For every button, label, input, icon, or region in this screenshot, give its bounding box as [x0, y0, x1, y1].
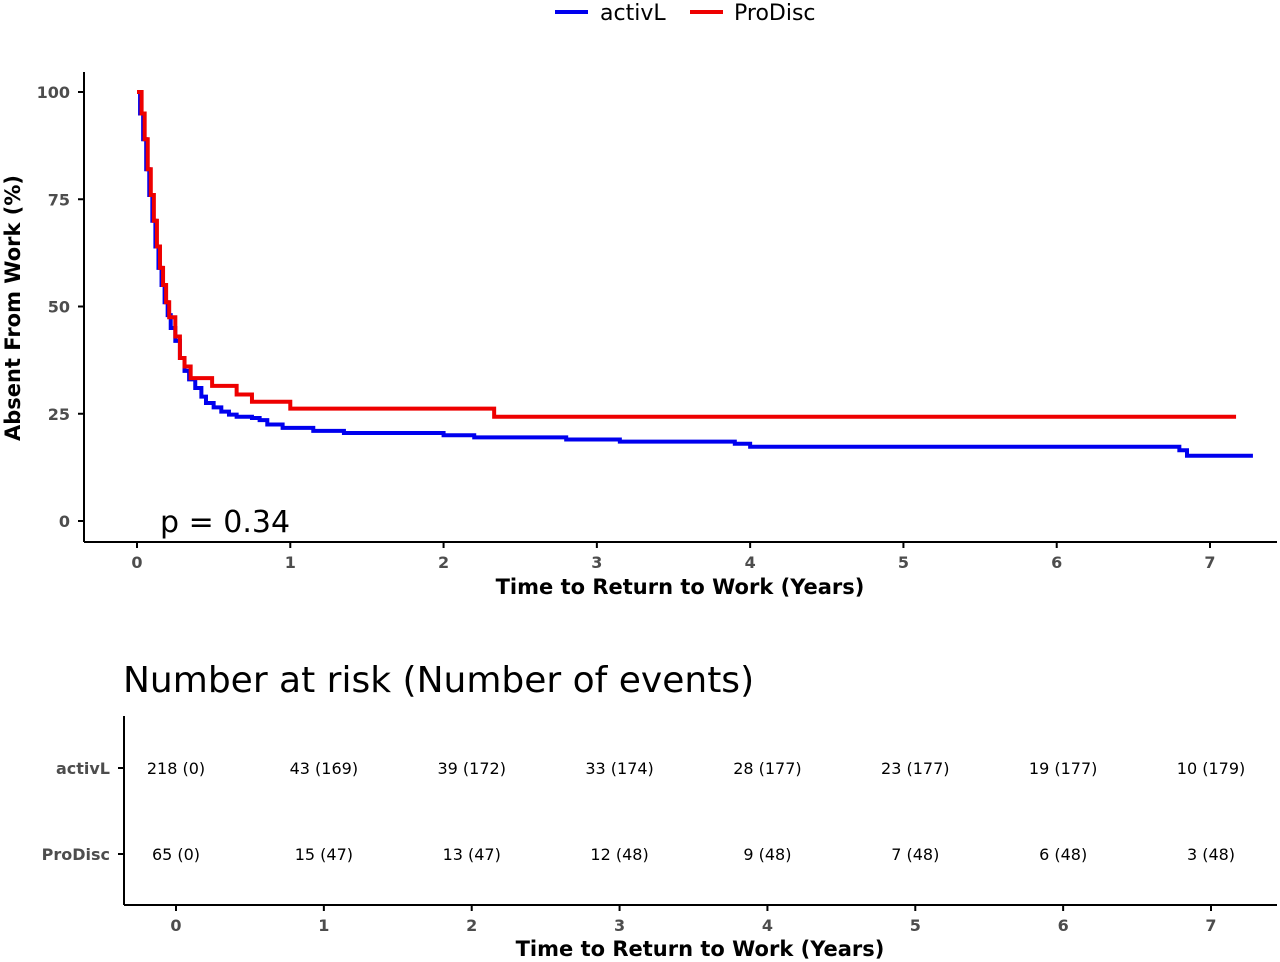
risk-table-x-tick-label: 7 [1205, 916, 1216, 935]
y-tick-label: 100 [37, 83, 70, 102]
risk-table-x-tick-label: 3 [614, 916, 625, 935]
x-axis-title: Time to Return to Work (Years) [496, 575, 865, 599]
risk-table-cell: 23 (177) [881, 759, 949, 778]
legend-label-activl: activL [600, 1, 666, 26]
p-value-annotation: p = 0.34 [160, 505, 290, 540]
risk-table-cell: 65 (0) [152, 845, 200, 864]
risk-table-cell: 13 (47) [443, 845, 501, 864]
risk-table-cell: 12 (48) [590, 845, 648, 864]
risk-table-x-tick-label: 0 [170, 916, 181, 935]
x-tick-label: 5 [898, 553, 909, 572]
risk-table-cell: 15 (47) [295, 845, 353, 864]
risk-table-row-label-prodisc: ProDisc [42, 845, 110, 864]
x-ticks: 0 1 2 3 4 5 6 7 [131, 542, 1216, 572]
y-tick-label: 50 [48, 298, 70, 317]
y-tick-label: 25 [48, 405, 70, 424]
x-tick-label: 2 [438, 553, 449, 572]
x-tick-label: 6 [1051, 553, 1062, 572]
risk-table-cell: 3 (48) [1187, 845, 1235, 864]
risk-table-cell: 218 (0) [147, 759, 205, 778]
risk-table-x-ticks: 0 1 2 3 4 5 6 7 [170, 905, 1217, 935]
risk-table-cell: 28 (177) [733, 759, 801, 778]
risk-table-cell: 43 (169) [290, 759, 358, 778]
risk-table-cell: 10 (179) [1177, 759, 1245, 778]
legend-label-prodisc: ProDisc [734, 1, 816, 26]
survival-curve-prodisc [137, 90, 1237, 419]
y-tick-label: 75 [48, 190, 70, 209]
risk-table-x-axis-title: Time to Return to Work (Years) [516, 937, 885, 961]
risk-table: Number at risk (Number of events) activL… [42, 660, 1277, 961]
risk-table-x-tick-label: 6 [1058, 916, 1069, 935]
risk-table-cell: 7 (48) [891, 845, 939, 864]
risk-table-x-tick-label: 5 [910, 916, 921, 935]
risk-table-x-tick-label: 2 [466, 916, 477, 935]
risk-table-row-label-activl: activL [56, 759, 110, 778]
risk-table-x-tick-label: 1 [318, 916, 329, 935]
x-tick-label: 1 [285, 553, 296, 572]
survival-curves [137, 90, 1253, 458]
risk-table-cell: 39 (172) [437, 759, 505, 778]
risk-table-cell: 33 (174) [585, 759, 653, 778]
risk-table-cell: 19 (177) [1029, 759, 1097, 778]
y-tick-label: 0 [59, 512, 70, 531]
risk-table-title: Number at risk (Number of events) [123, 660, 754, 701]
y-axis-title: Absent From Work (%) [1, 175, 25, 441]
x-tick-label: 7 [1204, 553, 1215, 572]
x-tick-label: 3 [591, 553, 602, 572]
survival-plot: 0 25 50 75 100 0 1 2 3 4 5 6 7 p = 0.34 Time to Ret… [1, 72, 1277, 599]
x-tick-label: 4 [745, 553, 756, 572]
survival-curve-activl [137, 90, 1253, 458]
risk-table-rows: activL 218 (0) 43 (169) 39 (172) 33 (174) 28 … [42, 759, 1246, 864]
risk-table-x-tick-label: 4 [762, 916, 773, 935]
y-ticks: 0 25 50 75 100 [37, 83, 84, 531]
x-tick-label: 0 [131, 553, 142, 572]
risk-table-cell: 6 (48) [1039, 845, 1087, 864]
legend: activL ProDisc [555, 1, 816, 26]
risk-table-cell: 9 (48) [743, 845, 791, 864]
